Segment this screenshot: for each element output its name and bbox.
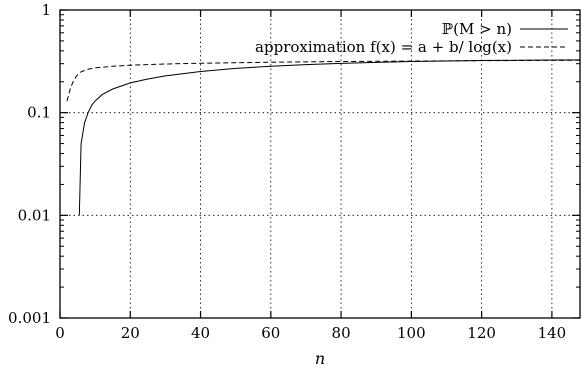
x-tick-label: 40 — [191, 324, 210, 342]
x-tick-label: 120 — [467, 324, 496, 342]
x-tick-label: 100 — [397, 324, 426, 342]
approximation-line — [66, 59, 581, 102]
x-tick-label: 80 — [332, 324, 351, 342]
x-tick-label: 60 — [261, 324, 280, 342]
y-tick-label: 0.01 — [18, 206, 51, 224]
probability-line — [78, 59, 581, 216]
legend-label: approximation f(x) = a + b/ log(x) — [255, 38, 512, 56]
plot-frame — [59, 9, 581, 319]
y-tick-label: 0.001 — [8, 309, 51, 327]
x-tick-label: 0 — [55, 324, 65, 342]
series-group — [66, 59, 581, 216]
x-tick-label: 20 — [121, 324, 140, 342]
y-tick-label: 1 — [41, 1, 51, 19]
legend-label: ℙ(M > n) — [442, 20, 512, 38]
grid — [60, 10, 580, 318]
x-axis-title: n — [315, 349, 325, 368]
legend: ℙ(M > n)approximation f(x) = a + b/ log(… — [255, 20, 568, 56]
y-tick-label: 0.1 — [27, 104, 51, 122]
tick-labels: 0 20 40 60 80 100 120 140 0.001 0.01 0.1 1 — [8, 1, 566, 342]
x-tick-label: 140 — [538, 324, 567, 342]
ticks — [59, 9, 580, 319]
